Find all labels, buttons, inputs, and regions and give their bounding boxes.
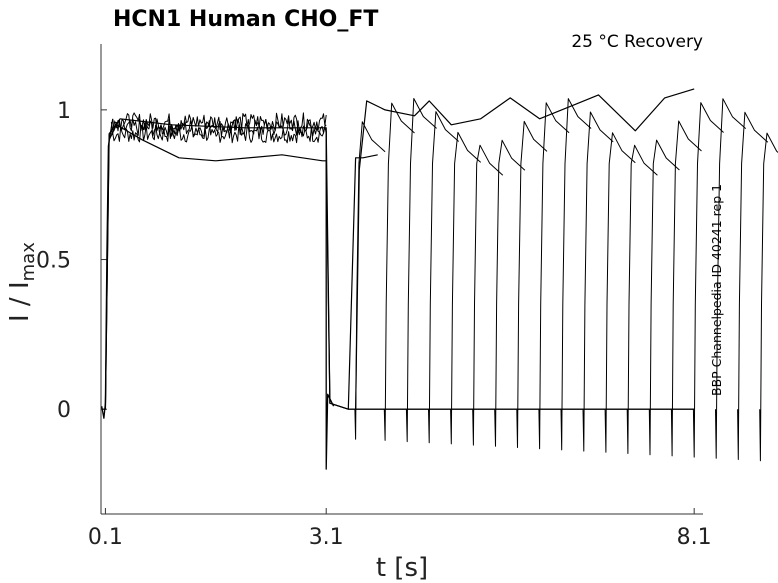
recovery-pulse-9	[538, 102, 570, 450]
recovery-pulse-7	[494, 139, 526, 447]
y-axis-label-main: I / I	[5, 281, 35, 322]
recovery-pulse-12	[604, 132, 636, 453]
prepulse-noise-band-2	[110, 118, 327, 137]
recovery-pulse-2	[383, 102, 415, 441]
recovery-pulse-11	[582, 111, 614, 452]
series-line-3	[347, 154, 378, 410]
series-line-2	[104, 118, 695, 410]
recovery-pulse-10	[560, 98, 592, 451]
recovery-pulse-13	[626, 144, 658, 454]
recovery-pulse-19	[759, 132, 778, 462]
recovery-pulse-8	[516, 120, 548, 448]
y-axis-label-sub: max	[18, 242, 39, 282]
recovery-pulse-6	[472, 144, 504, 446]
chart-title: HCN1 Human CHO_FT	[113, 7, 378, 32]
axes	[100, 44, 703, 515]
recovery-pulse-1	[354, 121, 386, 440]
y-tick-label: 0	[57, 398, 71, 423]
y-tick-label: 0.5	[36, 249, 71, 274]
ticks: 0.1 3.1 8.1 0 0.5 1	[36, 99, 712, 550]
activation-onset	[101, 118, 114, 419]
recovery-pulse-17	[715, 98, 747, 459]
recovery-pulse-15	[670, 120, 702, 457]
traces	[101, 88, 778, 470]
deactivation-drop	[325, 130, 335, 470]
recovery-pulse-5	[450, 131, 482, 445]
x-tick-label: 8.1	[677, 525, 712, 550]
recovery-pulse-16	[692, 102, 724, 458]
x-tick-label: 3.1	[309, 525, 344, 550]
prepulse-noise-band-3	[110, 112, 327, 132]
x-tick-label: 0.1	[88, 525, 123, 550]
recovery-pulse-4	[428, 111, 460, 444]
recovery-pulse-18	[737, 111, 769, 460]
recovery-pulse-14	[648, 139, 680, 456]
series-line-1	[101, 124, 695, 410]
x-axis-label: t [s]	[376, 553, 428, 583]
condition-label: 25 °C Recovery	[571, 32, 703, 52]
recovery-pulse-3	[405, 98, 437, 443]
y-tick-label: 1	[57, 99, 71, 124]
side-label: BBP Channelpedia ID 40241 rep 1	[709, 184, 724, 396]
prepulse-noise-band-1	[110, 124, 327, 144]
series-line-4	[355, 88, 695, 410]
y-axis-label: I / Imax	[5, 242, 39, 322]
